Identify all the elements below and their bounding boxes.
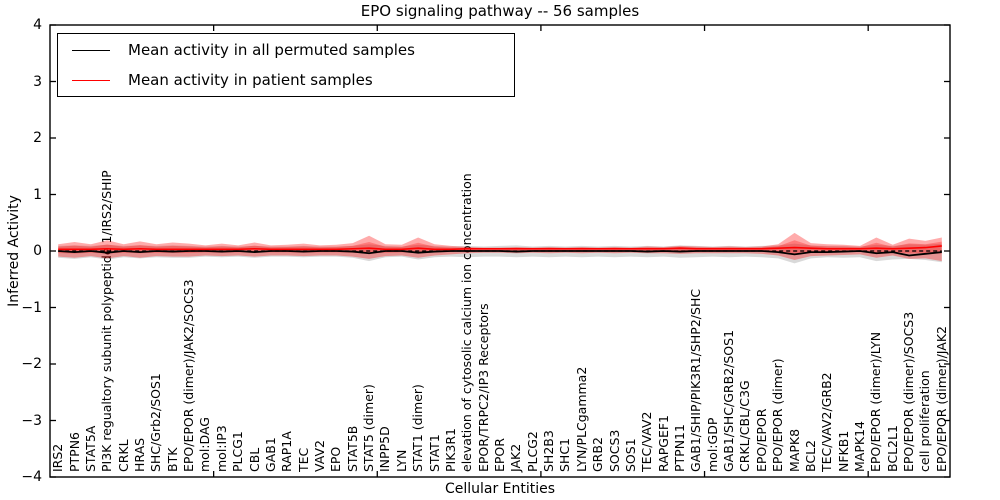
x-axis-label: Cellular Entities — [444, 481, 556, 497]
y-tick-label: 4 — [33, 17, 42, 33]
y-tick-label: 0 — [33, 243, 42, 259]
patient-mean-line — [58, 245, 942, 251]
y-tick-label: −4 — [21, 469, 42, 485]
legend-label-patient: Mean activity in patient samples — [128, 71, 373, 89]
y-tick-label: −2 — [21, 356, 42, 372]
y-tick-label: −1 — [21, 299, 42, 316]
y-tick-label: −3 — [21, 412, 42, 429]
legend-entry-patient: Mean activity in patient samples — [58, 65, 514, 95]
patient-line-swatch — [72, 79, 110, 81]
legend: Mean activity in all permuted samples Me… — [57, 33, 515, 97]
legend-entry-permuted: Mean activity in all permuted samples — [58, 35, 514, 65]
patient-range-band — [58, 232, 942, 262]
y-tick-label: 3 — [33, 73, 42, 90]
y-tick-label: 2 — [33, 130, 42, 146]
chart-title: EPO signaling pathway -- 56 samples — [360, 2, 640, 20]
legend-label-permuted: Mean activity in all permuted samples — [128, 41, 415, 59]
permuted-line-swatch — [72, 49, 110, 51]
y-tick-label: 1 — [33, 186, 42, 203]
